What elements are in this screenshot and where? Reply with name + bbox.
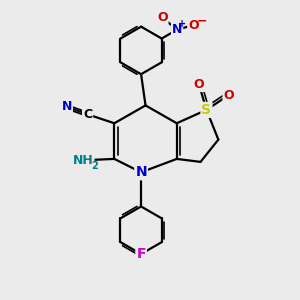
- Text: NH: NH: [73, 154, 94, 167]
- Text: +: +: [178, 19, 187, 29]
- Text: 2: 2: [91, 161, 98, 171]
- Text: O: O: [157, 11, 168, 24]
- Text: C: C: [83, 108, 92, 121]
- Text: F: F: [136, 247, 146, 261]
- Text: −: −: [196, 14, 207, 27]
- Text: S: S: [202, 103, 212, 117]
- Text: O: O: [194, 78, 204, 91]
- Text: O: O: [224, 88, 234, 101]
- Text: N: N: [172, 23, 182, 36]
- Text: O: O: [188, 19, 199, 32]
- Text: N: N: [61, 100, 72, 113]
- Text: N: N: [135, 165, 147, 179]
